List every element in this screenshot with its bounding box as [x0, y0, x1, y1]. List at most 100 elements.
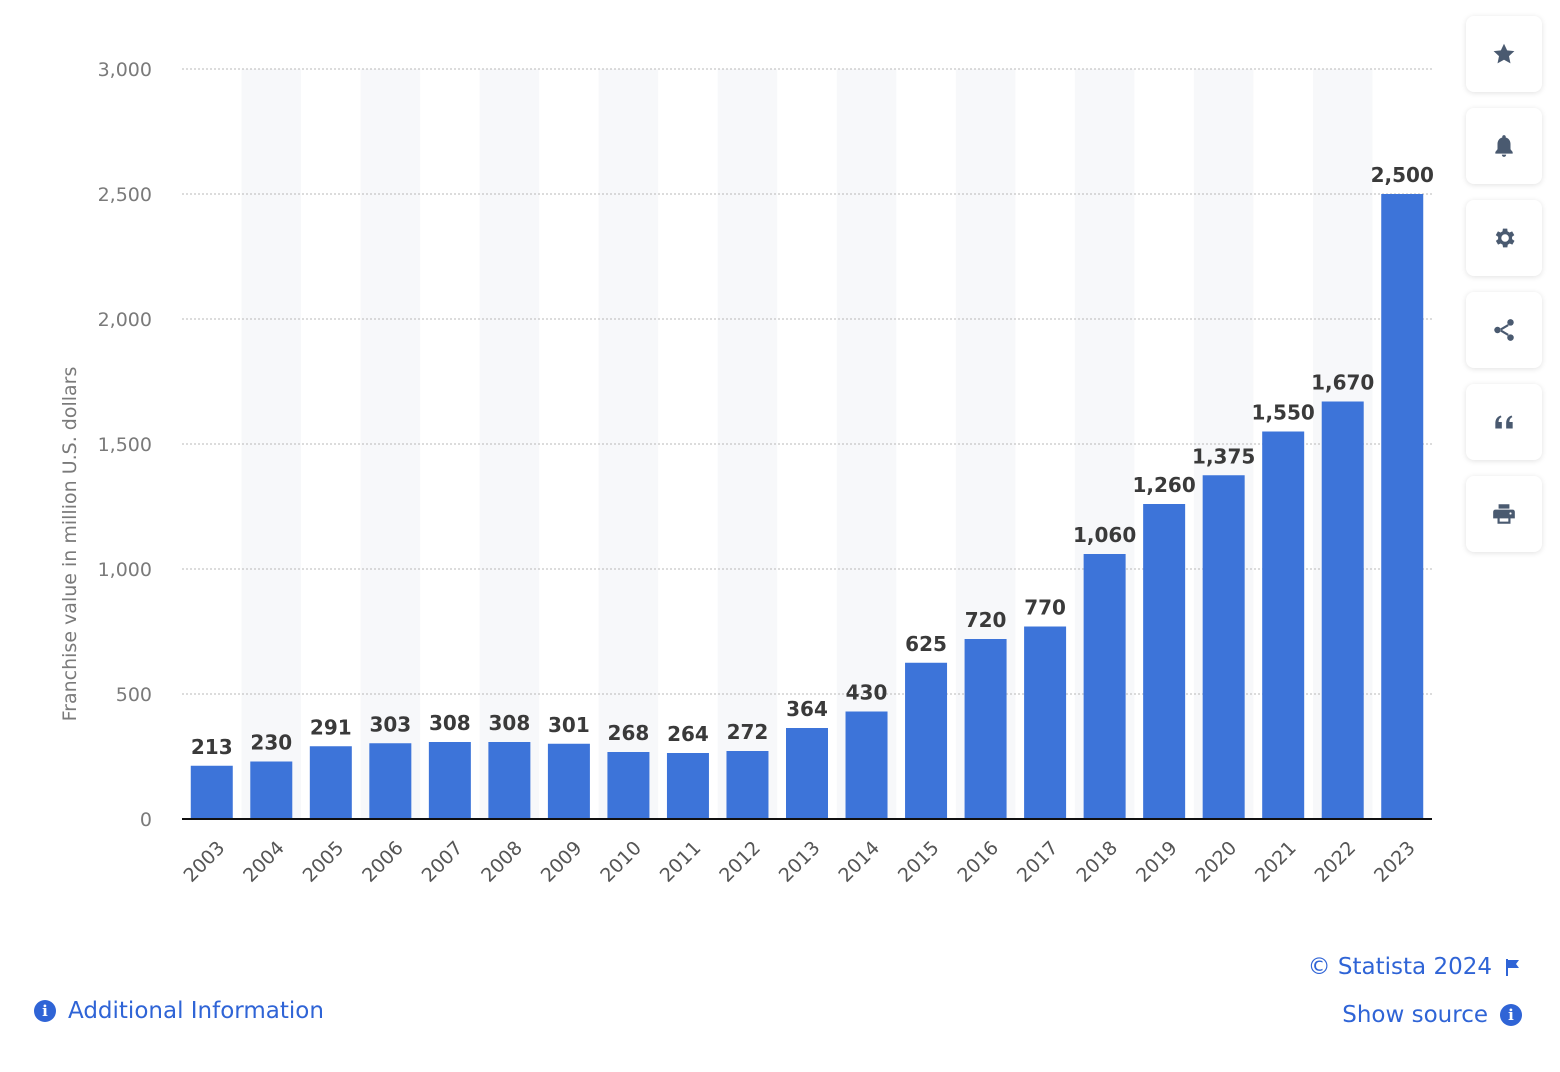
x-tick-label: 2022 — [1310, 837, 1360, 887]
bar[interactable] — [309, 746, 352, 819]
data-label: 264 — [667, 722, 709, 746]
x-tick-label: 2004 — [239, 837, 289, 887]
y-tick-label: 3,000 — [98, 59, 152, 81]
x-tick-label: 2013 — [775, 837, 825, 887]
gear-icon — [1495, 228, 1515, 248]
bar[interactable] — [488, 742, 531, 819]
statista-credit[interactable]: © Statista 2024 — [1308, 954, 1522, 980]
bar[interactable] — [1262, 431, 1305, 820]
print-icon — [1493, 504, 1515, 524]
additional-information-link[interactable]: i Additional Information — [34, 998, 324, 1024]
data-label: 308 — [489, 711, 531, 735]
y-tick-label: 1,000 — [98, 559, 152, 581]
share-icon — [1494, 319, 1514, 341]
bar[interactable] — [1024, 626, 1067, 820]
data-label: 291 — [310, 715, 352, 739]
category-band — [479, 69, 540, 819]
data-label: 1,060 — [1073, 523, 1136, 547]
bar[interactable] — [1202, 475, 1245, 819]
flag-icon — [1506, 959, 1519, 976]
data-label: 1,550 — [1252, 401, 1315, 425]
data-label: 720 — [965, 608, 1007, 632]
x-tick-label: 2021 — [1251, 837, 1301, 887]
x-tick-label: 2015 — [894, 837, 944, 887]
bar[interactable] — [1143, 504, 1186, 819]
x-axis-ticks: 2003 2004 2005 2006 2007 2008 2009 2010 2011 2012… — [180, 837, 1420, 887]
data-label: 268 — [608, 721, 650, 745]
bar[interactable] — [845, 711, 888, 820]
data-label: 1,670 — [1311, 371, 1374, 395]
show-source-text: Show source — [1342, 1002, 1488, 1028]
y-tick-label: 2,000 — [98, 309, 152, 331]
x-tick-label: 2020 — [1191, 837, 1241, 887]
bar[interactable] — [250, 761, 293, 820]
y-tick-label: 1,500 — [98, 434, 152, 456]
data-label: 2,500 — [1371, 163, 1434, 187]
data-label: 625 — [905, 632, 947, 656]
bar[interactable] — [905, 662, 948, 819]
x-tick-label: 2009 — [537, 837, 587, 887]
bell-icon — [1495, 135, 1513, 157]
toolbar-sidebar — [1466, 16, 1542, 568]
category-band — [598, 69, 659, 819]
data-label: 364 — [786, 697, 828, 721]
x-tick-label: 2008 — [477, 837, 527, 887]
y-tick-label: 2,500 — [98, 184, 152, 206]
x-tick-label: 2010 — [596, 837, 646, 887]
data-label: 303 — [369, 712, 411, 736]
additional-information-text: Additional Information — [68, 998, 324, 1024]
data-label: 1,375 — [1192, 444, 1255, 468]
bar[interactable] — [786, 728, 828, 819]
data-label: 230 — [250, 731, 292, 755]
bar[interactable] — [1321, 401, 1364, 820]
x-tick-label: 2018 — [1072, 837, 1122, 887]
x-tick-label: 2011 — [656, 837, 706, 887]
quote-icon — [1495, 415, 1513, 429]
bar-chart: 0 500 1,000 1,500 2,000 2,500 3,000 213 230 291 3… — [59, 59, 1434, 887]
x-tick-label: 2007 — [418, 837, 468, 887]
bar[interactable] — [428, 742, 471, 819]
bar[interactable] — [1083, 554, 1126, 819]
credit-text: © Statista 2024 — [1307, 954, 1492, 980]
notification-button[interactable] — [1466, 108, 1542, 184]
bar[interactable] — [726, 751, 769, 819]
info-icon: i — [1500, 1004, 1522, 1026]
x-tick-label: 2016 — [953, 837, 1003, 887]
bars — [190, 194, 1424, 820]
bar[interactable] — [369, 743, 412, 819]
data-label: 272 — [727, 720, 769, 744]
bar[interactable] — [1381, 194, 1424, 819]
share-button[interactable] — [1466, 292, 1542, 368]
star-icon — [1493, 43, 1515, 64]
bar[interactable] — [547, 743, 590, 819]
y-tick-label: 0 — [140, 809, 152, 831]
bar[interactable] — [666, 753, 709, 819]
x-tick-label: 2012 — [715, 837, 765, 887]
info-icon: i — [34, 1000, 56, 1022]
favorite-button[interactable] — [1466, 16, 1542, 92]
x-tick-label: 2005 — [299, 837, 349, 887]
x-tick-label: 2023 — [1370, 837, 1420, 887]
x-tick-label: 2006 — [358, 837, 408, 887]
print-button[interactable] — [1466, 476, 1542, 552]
show-source-link[interactable]: Show source i — [1342, 1002, 1522, 1028]
data-label: 308 — [429, 711, 471, 735]
cite-button[interactable] — [1466, 384, 1542, 460]
x-tick-label: 2014 — [834, 837, 884, 887]
bar[interactable] — [964, 639, 1007, 819]
y-axis-title: Franchise value in million U.S. dollars — [59, 367, 81, 722]
data-labels: 213 230 291 303 308 308 301 268 264 272 364 430 625 7… — [191, 163, 1434, 759]
data-label: 430 — [846, 681, 888, 705]
x-tick-label: 2003 — [180, 837, 230, 887]
y-axis-ticks: 0 500 1,000 1,500 2,000 2,500 3,000 — [98, 59, 152, 831]
x-tick-label: 2019 — [1132, 837, 1182, 887]
data-label: 213 — [191, 735, 233, 759]
data-label: 301 — [548, 713, 590, 737]
data-label: 1,260 — [1133, 473, 1196, 497]
bar[interactable] — [190, 765, 233, 819]
data-label: 770 — [1024, 596, 1066, 620]
x-tick-label: 2017 — [1013, 837, 1063, 887]
settings-button[interactable] — [1466, 200, 1542, 276]
bar[interactable] — [607, 752, 650, 819]
y-tick-label: 500 — [116, 684, 152, 706]
